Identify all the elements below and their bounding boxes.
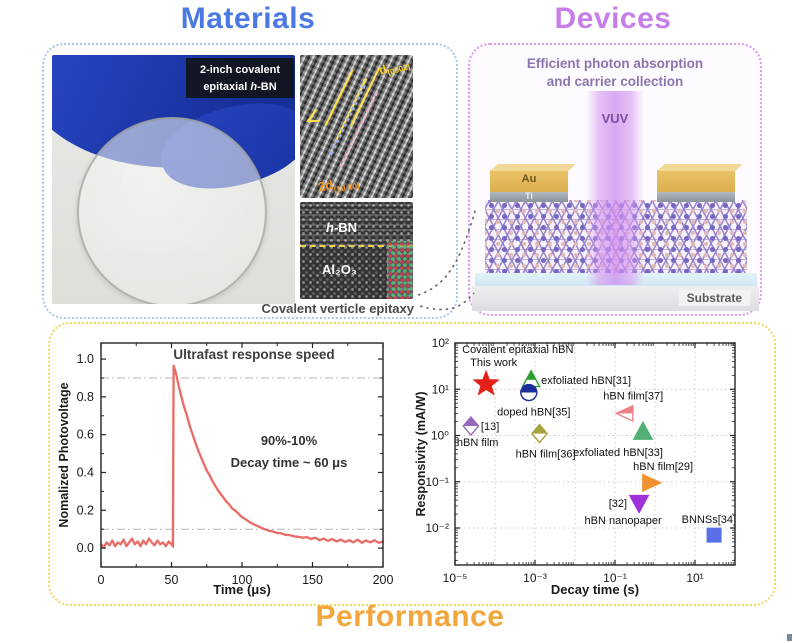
ti-strip — [657, 192, 735, 202]
hbn-layer-label: h-BN — [326, 220, 358, 235]
2d-spacing-annotation: 2d(10-10) — [316, 177, 361, 195]
angle-annotation-icon: ∠ — [305, 107, 321, 126]
au-label: Au — [521, 173, 537, 185]
svg-text:[32]: [32] — [609, 498, 627, 510]
atom-column-marker — [339, 92, 378, 168]
svg-text:Ultrafast response speed: Ultrafast response speed — [173, 347, 334, 362]
svg-text:10⁻¹: 10⁻¹ — [425, 475, 449, 489]
substrate-label: Substrate — [678, 290, 750, 306]
tem-interface-image: h-BN Al₂O₃ — [300, 202, 413, 299]
devices-panel: Efficient photon absorption and carrier … — [468, 43, 762, 316]
svg-text:10²: 10² — [432, 336, 449, 350]
electrode-left: Au Ti — [490, 170, 568, 202]
vuv-beam — [586, 91, 644, 285]
svg-text:hBN film[37]: hBN film[37] — [603, 390, 663, 402]
svg-text:This work: This work — [470, 357, 518, 369]
svg-text:0.2: 0.2 — [77, 503, 94, 517]
interface-dashed-line — [300, 244, 413, 247]
svg-text:0.6: 0.6 — [77, 428, 94, 442]
svg-text:exfoliated hBN[33]: exfoliated hBN[33] — [573, 447, 663, 459]
svg-text:hBN film[29]: hBN film[29] — [633, 461, 693, 473]
svg-text:Nomalized Photovoltage: Nomalized Photovoltage — [57, 382, 71, 527]
svg-text:BNNSs[34]: BNNSs[34] — [682, 514, 736, 526]
svg-text:doped hBN[35]: doped hBN[35] — [497, 407, 570, 419]
ti-strip: Ti — [490, 191, 568, 202]
wafer-disc — [77, 117, 267, 304]
svg-text:0: 0 — [98, 573, 105, 587]
svg-text:Responsivity (mA/W): Responsivity (mA/W) — [414, 391, 428, 516]
svg-text:1.0: 1.0 — [77, 352, 94, 366]
tem-caption: Covalent verticle epitaxy — [261, 301, 414, 316]
wafer-label-line2: epitaxial h-BN — [203, 80, 277, 93]
svg-text:10¹: 10¹ — [686, 571, 703, 585]
wafer-photo-label: 2-inch covalent epitaxial h-BN — [186, 58, 294, 98]
al2o3-layer-label: Al₂O₃ — [322, 262, 357, 277]
svg-text:100: 100 — [232, 573, 253, 587]
svg-text:0.8: 0.8 — [77, 390, 94, 404]
svg-text:hBN film[36]: hBN film[36] — [516, 449, 576, 461]
svg-text:0.0: 0.0 — [77, 541, 94, 555]
atomic-model-overlay — [387, 240, 413, 299]
svg-text:Covalent epitaxial hBN: Covalent epitaxial hBN — [462, 344, 573, 356]
svg-text:Decay time (s): Decay time (s) — [551, 582, 639, 597]
hbn-fringes — [300, 202, 413, 246]
devices-caption: Efficient photon absorption and carrier … — [526, 56, 704, 89]
svg-text:Decay time ~ 60 μs: Decay time ~ 60 μs — [231, 455, 348, 470]
svg-text:150: 150 — [302, 573, 323, 587]
materials-panel: 2-inch covalent epitaxial h-BN d(0002) ∠… — [42, 43, 458, 319]
performance-section-title: Performance — [315, 600, 505, 633]
svg-text:10⁰: 10⁰ — [431, 429, 449, 443]
svg-text:10⁻¹: 10⁻¹ — [603, 571, 627, 585]
svg-text:10⁻⁵: 10⁻⁵ — [443, 571, 468, 585]
svg-text:[13]: [13] — [481, 421, 499, 433]
svg-text:50: 50 — [165, 573, 179, 587]
svg-text:hBN nanopaper: hBN nanopaper — [585, 515, 662, 527]
vuv-label: VUV — [601, 111, 629, 126]
d-spacing-annotation: d(0002) — [376, 61, 411, 78]
materials-section-title: Materials — [180, 2, 316, 35]
tem-lattice-image: d(0002) ∠ 2d(10-10) — [300, 55, 413, 198]
scrollbar-fragment — [787, 634, 792, 641]
electrode-right — [657, 170, 735, 202]
svg-text:Time (μs): Time (μs) — [213, 582, 271, 597]
svg-text:exfoliated hBN[31]: exfoliated hBN[31] — [541, 375, 631, 387]
svg-text:200: 200 — [373, 573, 394, 587]
wafer-label-line1: 2-inch covalent — [199, 64, 281, 76]
svg-text:0.4: 0.4 — [77, 465, 94, 479]
svg-text:10¹: 10¹ — [432, 382, 449, 396]
svg-text:90%-10%: 90%-10% — [261, 433, 318, 448]
performance-panel — [48, 322, 776, 606]
response-speed-chart: 0 50 100 150 200 0.0 0.2 0.4 0.6 0.8 1.0 Ultrafast … — [57, 342, 394, 597]
svg-text:hBN film: hBN film — [457, 437, 499, 449]
svg-text:10⁻²: 10⁻² — [425, 521, 449, 535]
svg-text:10⁻³: 10⁻³ — [523, 571, 547, 585]
ti-label: Ti — [525, 191, 533, 201]
wafer-photo: 2-inch covalent epitaxial h-BN — [52, 55, 295, 304]
devices-section-title: Devices — [554, 2, 672, 35]
